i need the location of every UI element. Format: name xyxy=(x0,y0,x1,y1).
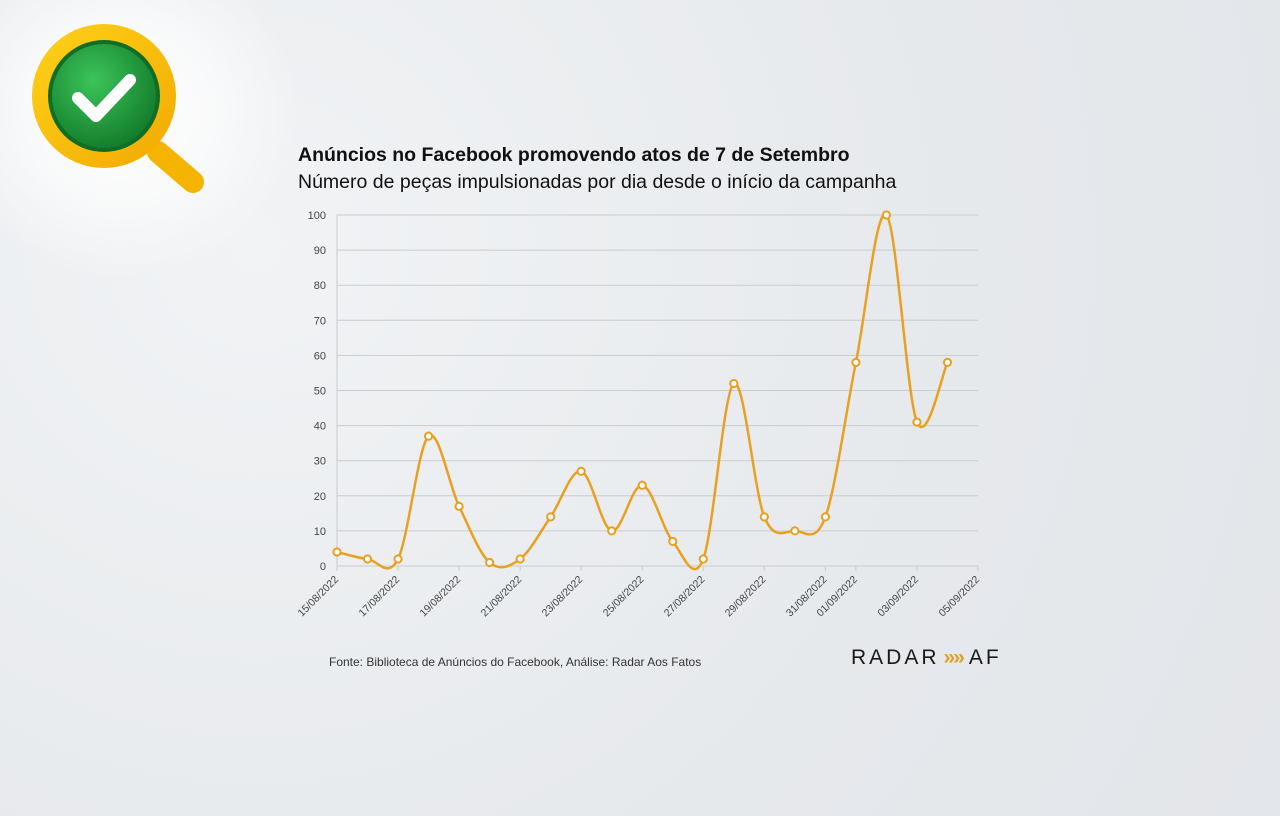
y-tick-label: 50 xyxy=(314,386,326,398)
x-tick-label: 27/08/2022 xyxy=(662,574,708,620)
data-point xyxy=(637,480,647,490)
data-point xyxy=(332,547,342,557)
data-point xyxy=(698,554,708,564)
data-point xyxy=(515,554,525,564)
data-point xyxy=(790,526,800,536)
data-point xyxy=(820,512,830,522)
y-axis-ticks: 0 10 20 30 40 50 60 70 80 90 100 xyxy=(308,210,326,573)
x-tick-label: 03/09/2022 xyxy=(875,574,921,620)
logo-text-left: RADAR xyxy=(851,646,940,669)
y-tick-label: 80 xyxy=(314,280,326,292)
data-point xyxy=(423,431,434,441)
y-tick-label: 90 xyxy=(314,245,326,257)
x-tick-label: 17/08/2022 xyxy=(357,574,403,620)
y-tick-label: 0 xyxy=(320,561,326,573)
data-points xyxy=(332,210,953,568)
data-point xyxy=(942,357,953,368)
data-point xyxy=(881,210,892,220)
data-point xyxy=(485,557,495,568)
series-line xyxy=(336,213,949,571)
x-tick-label: 29/08/2022 xyxy=(723,574,769,620)
chart-subtitle: Número de peças impulsionadas por dia de… xyxy=(298,171,897,193)
x-tick-label: 25/08/2022 xyxy=(601,574,647,620)
y-tick-label: 70 xyxy=(314,315,326,327)
y-tick-label: 20 xyxy=(314,491,326,503)
chart-title: Anúncios no Facebook promovendo atos de … xyxy=(298,144,850,166)
data-point xyxy=(576,466,586,476)
y-tick-label: 10 xyxy=(314,526,326,538)
x-axis-ticks: 15/08/2022 17/08/2022 19/08/2022 21/08/2022… xyxy=(295,566,982,619)
data-point xyxy=(851,357,861,368)
x-tick-label: 15/08/2022 xyxy=(295,574,341,620)
data-point xyxy=(546,512,556,522)
source-note: Fonte: Biblioteca de Anúncios do Faceboo… xyxy=(329,655,702,669)
logo-text-right: AF xyxy=(968,646,1002,669)
data-point xyxy=(454,501,464,511)
data-point xyxy=(759,512,769,522)
grid xyxy=(336,214,978,567)
x-tick-label: 23/08/2022 xyxy=(540,574,586,620)
data-point xyxy=(729,378,739,389)
y-tick-label: 40 xyxy=(314,421,326,433)
data-point xyxy=(668,536,678,547)
x-tick-label: 21/08/2022 xyxy=(479,574,525,620)
y-tick-label: 100 xyxy=(308,210,326,222)
check-magnifier-icon xyxy=(32,24,204,193)
data-point xyxy=(607,526,617,536)
logo-chevrons-icon: »» xyxy=(943,646,965,669)
data-point xyxy=(912,417,922,427)
x-tick-label: 05/09/2022 xyxy=(936,574,982,620)
data-point xyxy=(393,554,403,564)
y-tick-label: 30 xyxy=(314,456,326,468)
y-tick-label: 60 xyxy=(314,350,326,362)
data-point xyxy=(362,554,373,564)
x-tick-label: 19/08/2022 xyxy=(418,574,464,620)
radar-aos-fatos-logo: RADAR »» AF xyxy=(851,646,1002,670)
